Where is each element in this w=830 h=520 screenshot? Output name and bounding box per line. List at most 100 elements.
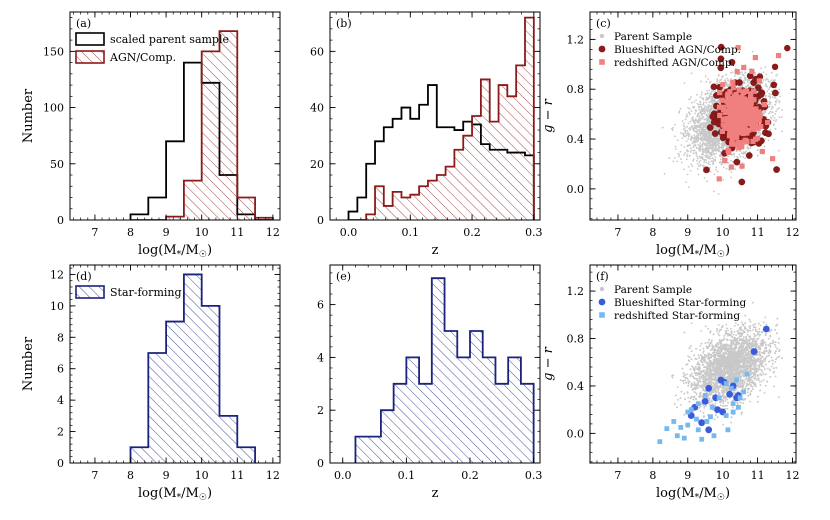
parent-point	[707, 147, 710, 149]
parent-point	[674, 145, 677, 148]
redshifted-point	[729, 141, 735, 147]
parent-point	[687, 186, 690, 189]
parent-point	[776, 73, 779, 76]
parent-point	[700, 91, 703, 94]
parent-point	[705, 149, 708, 152]
y-tick-label: 60	[310, 45, 324, 58]
histogram-bar	[445, 166, 455, 220]
parent-point	[717, 149, 720, 152]
parent-point	[777, 149, 780, 152]
parent-point	[686, 144, 689, 147]
parent-point	[722, 146, 725, 149]
parent-point	[726, 77, 728, 80]
parent-point	[692, 158, 695, 161]
parent-point	[694, 112, 696, 115]
parent-point	[717, 142, 720, 145]
parent-point	[711, 95, 714, 98]
redshifted-point	[765, 119, 771, 126]
parent-point	[722, 166, 725, 169]
parent-point	[683, 82, 686, 84]
blueshifted-point	[757, 90, 765, 98]
parent-point	[776, 108, 779, 111]
parent-point	[707, 104, 710, 106]
parent-point	[707, 131, 710, 134]
parent-point	[697, 105, 700, 108]
parent-point	[698, 115, 701, 118]
parent-point	[699, 156, 702, 159]
parent-point	[768, 92, 771, 95]
parent-point	[679, 158, 682, 161]
histogram-bar	[219, 31, 238, 220]
parent-point	[690, 96, 692, 98]
parent-point	[689, 151, 692, 153]
parent-point	[692, 146, 695, 149]
parent-point	[663, 173, 666, 175]
blueshifted-point	[711, 130, 719, 137]
parent-point	[763, 145, 766, 148]
redshifted-point	[720, 81, 726, 88]
parent-point	[680, 161, 683, 164]
parent-point	[710, 141, 712, 144]
parent-point	[701, 149, 704, 152]
parent-point	[717, 99, 720, 102]
histogram-bar	[401, 197, 411, 220]
parent-point	[693, 134, 696, 137]
parent-point	[764, 111, 767, 114]
histogram-bar	[392, 191, 402, 220]
y-axis-label: Number	[21, 88, 36, 143]
plot-area	[661, 43, 791, 195]
parent-point	[714, 148, 717, 151]
parent-point	[704, 137, 707, 139]
parent-point	[751, 50, 754, 53]
histogram-bar	[489, 121, 499, 220]
parent-point	[713, 139, 716, 142]
parent-point	[708, 138, 710, 141]
parent-point	[704, 148, 706, 151]
parent-point	[705, 107, 708, 110]
parent-point	[741, 71, 743, 74]
blueshifted-point	[706, 124, 714, 131]
x-tick-label: 0.0	[340, 226, 358, 239]
parent-point	[700, 93, 703, 96]
parent-point	[706, 113, 709, 116]
parent-point	[738, 153, 741, 156]
parent-point	[740, 152, 743, 154]
parent-point	[701, 139, 704, 142]
parent-point	[693, 120, 696, 122]
parent-point	[714, 156, 717, 159]
parent-point	[774, 120, 777, 123]
parent-point	[692, 140, 695, 143]
parent-point	[687, 135, 690, 138]
parent-point	[677, 155, 680, 158]
parent-point	[728, 81, 731, 83]
parent-point	[713, 153, 716, 156]
histogram-bar	[201, 51, 220, 220]
parent-point	[716, 78, 719, 81]
parent-point	[704, 144, 707, 146]
parent-point	[693, 144, 695, 147]
parent-point	[685, 132, 688, 135]
parent-point	[708, 113, 711, 115]
parent-point	[694, 118, 697, 120]
parent-point	[781, 130, 783, 133]
parent-point	[714, 149, 717, 152]
parent-point	[724, 80, 727, 83]
y-tick-label: 0	[317, 214, 324, 227]
parent-point	[699, 132, 701, 134]
parent-point	[702, 97, 705, 100]
parent-point	[703, 161, 706, 164]
blueshifted-point	[738, 178, 746, 186]
parent-point	[772, 114, 774, 117]
parent-point	[767, 139, 770, 142]
parent-point	[762, 71, 765, 74]
histogram-bar	[237, 197, 256, 220]
parent-point	[688, 154, 691, 157]
parent-point	[715, 166, 718, 169]
parent-point	[771, 96, 774, 98]
parent-point	[767, 103, 770, 106]
x-tick-label: 0.1	[402, 226, 420, 239]
panel-label: (a)	[76, 17, 91, 30]
x-axis-label: z	[432, 243, 439, 258]
parent-point	[676, 160, 678, 163]
redshifted-point	[730, 79, 736, 85]
